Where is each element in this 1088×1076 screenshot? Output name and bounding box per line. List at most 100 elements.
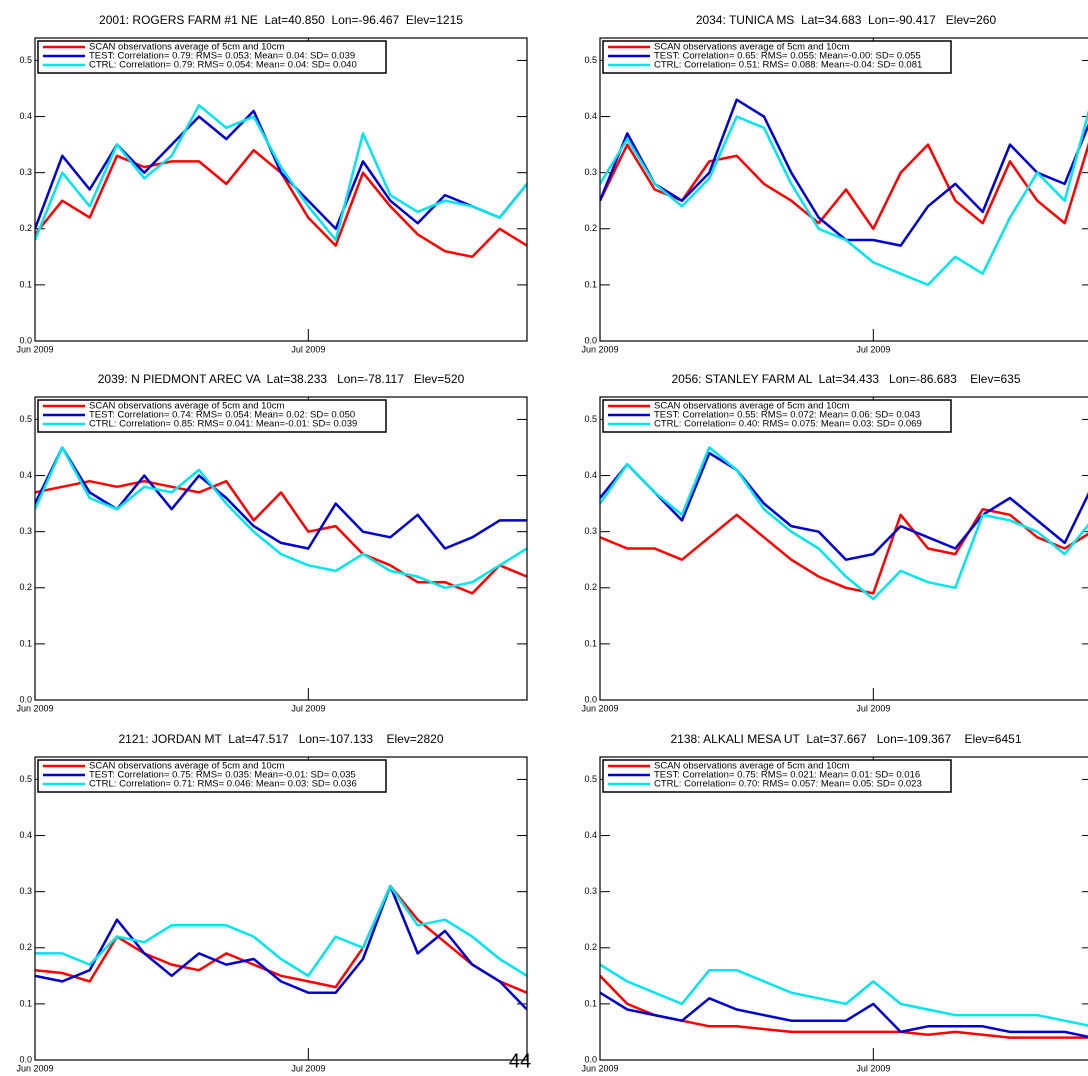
legend-label: SCAN observations average of 5cm and 10c…: [89, 42, 284, 53]
panel: 2039: N PIEDMONT AREC VA Lat=38.233 Lon=…: [16, 372, 528, 713]
panel: 2121: JORDAN MT Lat=47.517 Lon=-107.133 …: [16, 732, 528, 1073]
legend-label: TEST: Correlation= 0.74: RMS= 0.054: Mea…: [89, 410, 355, 421]
legend: SCAN observations average of 5cm and 10c…: [37, 399, 387, 433]
y-tick-label: 0.0: [584, 694, 597, 704]
y-tick-label: 0.2: [19, 223, 32, 233]
y-tick-label: 0.5: [584, 774, 597, 784]
series-line: [600, 974, 1088, 1039]
legend: SCAN observations average of 5cm and 10c…: [602, 759, 952, 793]
y-tick-label: 0.0: [584, 335, 597, 345]
y-tick-label: 0.4: [19, 470, 32, 480]
series-line: [35, 884, 527, 978]
chart-title: 2039: N PIEDMONT AREC VA Lat=38.233 Lon=…: [98, 372, 465, 386]
legend: SCAN observations average of 5cm and 10c…: [37, 759, 387, 793]
legend-label: CTRL: Correlation= 0.71: RMS= 0.046: Mea…: [89, 779, 357, 790]
y-tick-label: 0.5: [584, 55, 597, 65]
y-tick-label: 0.0: [19, 335, 32, 345]
y-tick-label: 0.3: [584, 886, 597, 896]
series-line: [35, 479, 527, 595]
series-line: [600, 963, 1088, 1027]
legend-box: [602, 759, 952, 793]
x-tick-label: Jun 2009: [581, 344, 618, 354]
plot-area: [35, 884, 527, 1011]
legend-box: [602, 399, 952, 433]
y-tick-label: 0.1: [19, 998, 32, 1008]
series-line: [600, 142, 1088, 231]
panel: 2138: ALKALI MESA UT Lat=37.667 Lon=-109…: [581, 732, 1088, 1073]
y-tick-label: 0.2: [19, 582, 32, 592]
axes-frame: [599, 756, 1088, 1061]
panel: 2056: STANLEY FARM AL Lat=34.433 Lon=-86…: [581, 372, 1088, 713]
series-line: [600, 446, 1088, 601]
series-line: [600, 109, 1088, 287]
y-tick-label: 0.3: [19, 886, 32, 896]
x-tick-label: Jun 2009: [16, 1063, 53, 1073]
chart-title: 2056: STANLEY FARM AL Lat=34.433 Lon=-86…: [671, 372, 1020, 386]
y-tick-label: 0.4: [19, 111, 32, 121]
legend-label: SCAN observations average of 5cm and 10c…: [654, 42, 849, 53]
series-line: [600, 451, 1088, 561]
y-tick-label: 0.1: [19, 279, 32, 289]
plot-area: [600, 446, 1088, 601]
legend-label: SCAN observations average of 5cm and 10c…: [89, 401, 284, 412]
legend-box: [37, 759, 387, 793]
chart-title: 2034: TUNICA MS Lat=34.683 Lon=-90.417 E…: [696, 13, 997, 27]
y-tick-label: 0.2: [584, 942, 597, 952]
axes-frame: [34, 37, 528, 342]
plot-area: [600, 98, 1088, 287]
series-line: [600, 991, 1088, 1039]
x-tick-label: Jul 2009: [291, 344, 325, 354]
y-tick-label: 0.5: [584, 414, 597, 424]
chart-title: 2001: ROGERS FARM #1 NE Lat=40.850 Lon=-…: [99, 13, 463, 27]
y-tick-label: 0.3: [584, 526, 597, 536]
y-tick-label: 0.0: [584, 1054, 597, 1064]
series-line: [35, 104, 527, 242]
chart-title: 2121: JORDAN MT Lat=47.517 Lon=-107.133 …: [119, 732, 444, 746]
legend: SCAN observations average of 5cm and 10c…: [602, 399, 952, 433]
series-line: [35, 446, 527, 590]
y-tick-label: 0.1: [584, 638, 597, 648]
legend-label: TEST: Correlation= 0.75: RMS= 0.035: Mea…: [89, 770, 356, 781]
x-tick-label: Jul 2009: [291, 703, 325, 713]
legend-box: [37, 40, 387, 74]
y-tick-label: 0.3: [19, 167, 32, 177]
series-line: [600, 507, 1088, 595]
y-tick-label: 0.1: [19, 638, 32, 648]
y-tick-label: 0.2: [584, 223, 597, 233]
y-tick-label: 0.3: [584, 167, 597, 177]
legend: SCAN observations average of 5cm and 10c…: [602, 40, 952, 74]
y-tick-label: 0.2: [19, 942, 32, 952]
y-tick-label: 0.0: [19, 1054, 32, 1064]
legend-label: CTRL: Correlation= 0.79: RMS= 0.054: Mea…: [89, 60, 357, 71]
panel: 2034: TUNICA MS Lat=34.683 Lon=-90.417 E…: [581, 13, 1088, 354]
series-line: [35, 109, 527, 231]
legend-label: SCAN observations average of 5cm and 10c…: [654, 761, 849, 772]
y-tick-label: 0.1: [584, 998, 597, 1008]
legend-label: SCAN observations average of 5cm and 10c…: [654, 401, 849, 412]
legend-label: CTRL: Correlation= 0.51: RMS= 0.088: Mea…: [654, 60, 922, 71]
y-tick-label: 0.2: [584, 582, 597, 592]
y-tick-label: 0.5: [19, 414, 32, 424]
axes-frame: [599, 37, 1088, 342]
y-tick-label: 0.1: [584, 279, 597, 289]
plot-area: [35, 446, 527, 595]
x-tick-label: Jul 2009: [856, 1063, 890, 1073]
legend-label: TEST: Correlation= 0.55: RMS= 0.072: Mea…: [654, 410, 920, 421]
axes-frame: [599, 396, 1088, 701]
legend-label: CTRL: Correlation= 0.85: RMS= 0.041: Mea…: [89, 419, 357, 430]
y-tick-label: 0.5: [19, 55, 32, 65]
panel: 2001: ROGERS FARM #1 NE Lat=40.850 Lon=-…: [16, 13, 528, 354]
axes-frame: [34, 756, 528, 1061]
legend-box: [602, 40, 952, 74]
legend-box: [37, 399, 387, 433]
series-line: [35, 446, 527, 550]
x-tick-label: Jun 2009: [581, 1063, 618, 1073]
x-tick-label: Jul 2009: [291, 1063, 325, 1073]
y-tick-label: 0.4: [584, 111, 597, 121]
y-tick-label: 0.4: [584, 470, 597, 480]
legend-label: CTRL: Correlation= 0.70: RMS= 0.057: Mea…: [654, 779, 922, 790]
legend-label: TEST: Correlation= 0.75: RMS= 0.021: Mea…: [654, 770, 920, 781]
chart-title: 2138: ALKALI MESA UT Lat=37.667 Lon=-109…: [670, 732, 1021, 746]
